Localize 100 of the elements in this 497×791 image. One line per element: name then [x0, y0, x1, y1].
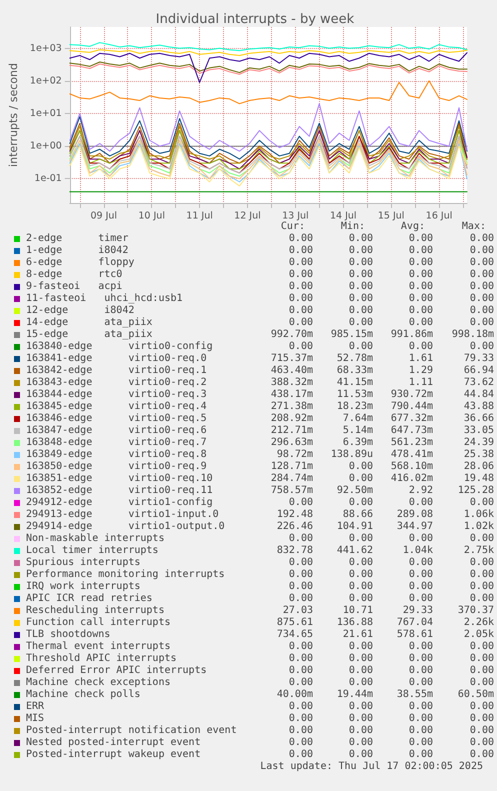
text: 289.08: [396, 509, 433, 520]
legend-label: Deferred Error APIC interrupts: [26, 665, 207, 677]
text: 192.48: [276, 509, 313, 521]
x-tick-label: 16 Jul: [426, 210, 452, 222]
text: 138.89u: [330, 449, 373, 460]
text: 0.00: [408, 677, 433, 688]
legend-label: 1-edge i8042: [26, 245, 128, 257]
text: 0.00: [348, 701, 373, 712]
text: 0.00: [288, 593, 313, 605]
text: 0.00: [408, 497, 433, 508]
text: 2.05k: [464, 629, 494, 640]
text: 296.63m: [270, 437, 313, 449]
legend-label: 294914-edge virtio1-output.0: [26, 521, 225, 533]
text: 21.61: [342, 629, 373, 640]
text: 0.00: [348, 665, 373, 676]
text: 38.55m: [396, 689, 433, 700]
legend-label: 163847-edge virtio0-req.6: [26, 425, 207, 437]
text: 1.02k: [464, 521, 494, 532]
x-tick-label: 09 Jul: [90, 210, 118, 222]
text: 0.00: [470, 677, 494, 688]
legend-label: 163845-edge virtio0-req.4: [26, 401, 207, 413]
text: 0.00: [408, 653, 433, 664]
text: 0.00: [408, 233, 433, 244]
text: 1.61: [408, 353, 433, 364]
text: 0.00: [470, 557, 494, 568]
text: 68.33m: [336, 365, 373, 376]
text: 10.71: [342, 605, 373, 616]
text: 0.00: [288, 713, 313, 725]
text: 0.00: [348, 653, 373, 664]
text: 416.02m: [390, 473, 433, 484]
text: 0.00: [408, 557, 433, 568]
text: Avg:: [400, 221, 425, 232]
legend-label: 163848-edge virtio0-req.7: [26, 437, 207, 449]
text: 18.23m: [336, 401, 373, 412]
text: 0.00: [470, 725, 494, 736]
text: 271.38m: [270, 401, 313, 413]
text: 875.61: [276, 617, 313, 629]
text: 60.50m: [458, 689, 494, 700]
legend-label: 2-edge timer: [26, 233, 128, 245]
text: 0.00: [288, 569, 313, 581]
legend-label: Thermal event interrupts: [26, 641, 170, 653]
text: 41.15m: [336, 377, 373, 388]
legend-label: IRQ work interrupts: [26, 581, 140, 593]
legend-label: Function call interrupts: [26, 617, 170, 629]
text: 43.88: [464, 401, 494, 412]
x-tick-label: 14 Jul: [330, 210, 357, 222]
text: 0.00: [470, 533, 494, 544]
text: 647.73m: [390, 425, 433, 436]
legend-label: Nested posted-interrupt event: [26, 737, 201, 749]
text: 212.71m: [270, 425, 313, 437]
text: 0.00: [408, 533, 433, 544]
text: 29.33: [402, 605, 433, 616]
legend-label: ERR: [26, 701, 44, 713]
text: 0.00: [348, 293, 373, 304]
text: 0.00: [470, 317, 494, 328]
legend-label: Posted-interrupt wakeup event: [26, 749, 201, 761]
y-tick-label: 1e+01: [30, 108, 62, 120]
text: 790.44m: [390, 401, 433, 412]
text: 0.00: [408, 725, 433, 736]
text: 0.00: [408, 749, 433, 760]
text: 0.00: [408, 257, 433, 268]
text: 441.62: [336, 545, 373, 556]
text: 0.00: [348, 593, 373, 604]
text: 28.06: [464, 461, 494, 472]
text: 0.00: [348, 341, 373, 352]
legend-label: 294913-edge virtio1-input.0: [26, 509, 219, 521]
legend-label: 163851-edge virtio0-req.10: [26, 473, 213, 485]
text: 0.00: [470, 737, 494, 748]
legend-label: Spurious interrupts: [26, 557, 140, 569]
text: 734.65: [276, 629, 313, 641]
text: 0.00: [288, 725, 313, 737]
legend-label: 163842-edge virtio0-req.1: [26, 365, 207, 377]
text: 677.32m: [390, 413, 433, 424]
legend-label: 163846-edge virtio0-req.5: [26, 413, 207, 425]
legend-label: 163841-edge virtio0-req.0: [26, 353, 207, 365]
text: 19.48: [464, 473, 494, 484]
text: 998.18m: [452, 329, 494, 340]
text: 568.10m: [390, 461, 433, 472]
text: Max:: [462, 221, 486, 232]
text: 0.00: [470, 269, 494, 280]
text: 36.66: [464, 413, 494, 424]
text: 0.00: [288, 305, 313, 317]
text: 0.00: [288, 749, 313, 761]
legend-label: Machine check exceptions: [26, 677, 170, 689]
text: 40.00m: [276, 689, 313, 701]
text: 0.00: [408, 713, 433, 724]
text: 0.00: [408, 569, 433, 580]
legend-label: 163850-edge virtio0-req.9: [26, 461, 207, 473]
legend-label: 8-edge rtc0: [26, 269, 122, 281]
text: 136.88: [336, 617, 373, 628]
legend-label: 11-fasteoi uhci_hcd:usb1: [26, 293, 183, 305]
text: 0.00: [288, 497, 313, 509]
text: 0.00: [348, 581, 373, 592]
text: 0.00: [348, 713, 373, 724]
text: 0.00: [408, 581, 433, 592]
text: 6.39m: [342, 437, 373, 448]
text: 991.86m: [390, 329, 433, 340]
x-tick-label: 15 Jul: [378, 210, 404, 222]
text: 0.00: [348, 257, 373, 268]
text: 0.00: [470, 569, 494, 580]
